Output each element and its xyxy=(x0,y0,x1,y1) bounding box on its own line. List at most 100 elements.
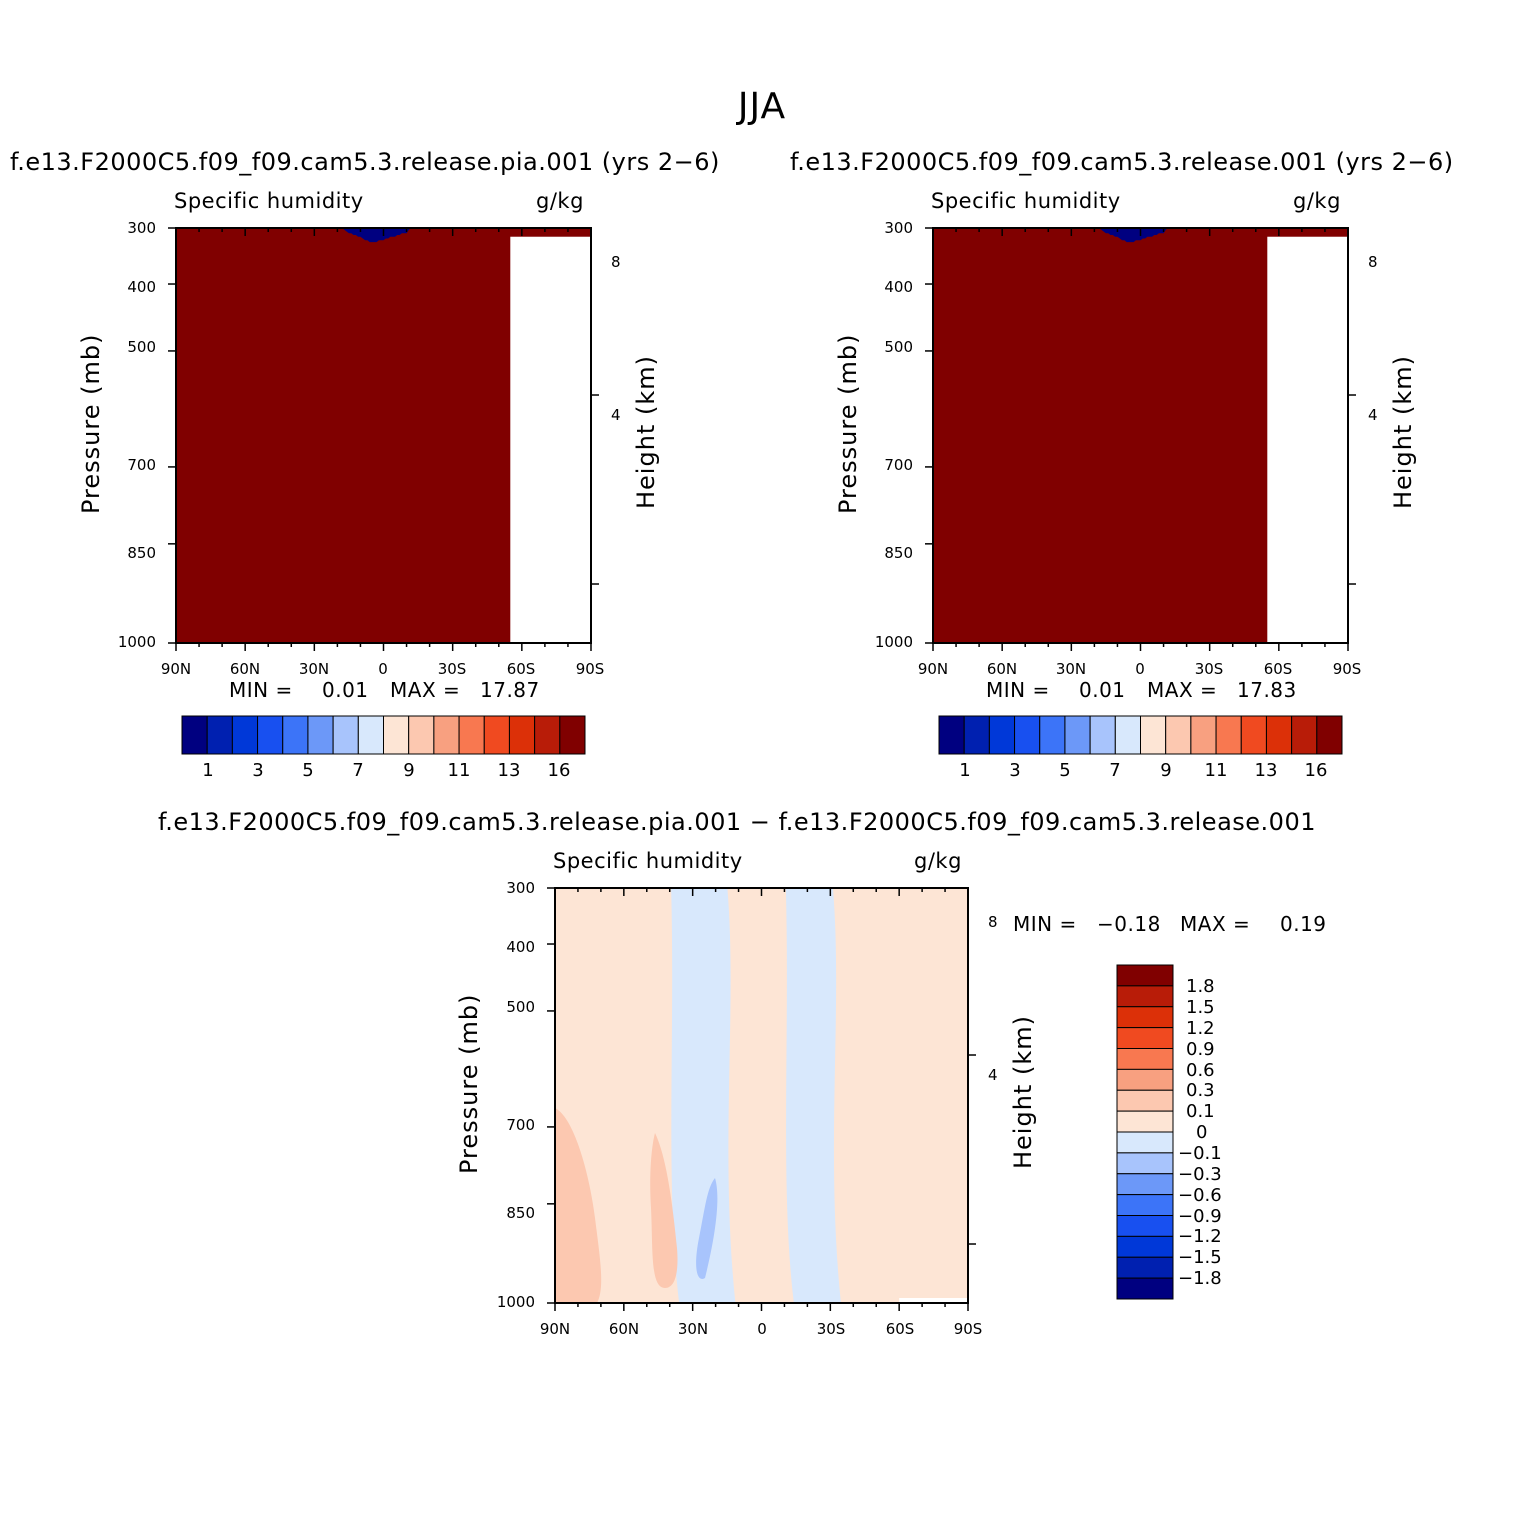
colorbar-swatch xyxy=(1116,1048,1174,1070)
colorbar-label: −1.2 xyxy=(1178,1226,1222,1247)
height-tick: 8 xyxy=(611,253,621,271)
x-tick: 0 xyxy=(1135,660,1145,678)
panel-3-title: f.e13.F2000C5.f09_f09.cam5.3.release.pia… xyxy=(158,808,1316,836)
colorbar-swatch xyxy=(1316,715,1343,755)
missing-data xyxy=(1267,236,1348,643)
colorbar-swatch xyxy=(1116,1152,1174,1175)
colorbar-swatch xyxy=(257,715,284,755)
contour-band xyxy=(650,1133,678,1288)
x-tick: 60N xyxy=(608,1320,640,1338)
colorbar-swatch xyxy=(1116,1131,1174,1154)
contour-band xyxy=(671,888,736,1303)
panel-3-colorbar xyxy=(1116,964,1174,1300)
colorbar-label: 3 xyxy=(252,760,264,781)
colorbar-swatch xyxy=(1116,1235,1174,1258)
panel-1-variable-label: Specific humidity xyxy=(174,189,364,213)
colorbar-label: −0.9 xyxy=(1178,1206,1222,1227)
colorbar-swatch xyxy=(1116,1006,1174,1029)
colorbar-label: 16 xyxy=(1304,760,1328,781)
colorbar-swatch xyxy=(559,715,586,755)
panel-1-min-label: MIN = xyxy=(229,678,293,702)
y-tick: 850 xyxy=(884,544,913,562)
colorbar-label: 0.1 xyxy=(1186,1101,1215,1122)
colorbar-swatch xyxy=(408,715,435,755)
colorbar-swatch xyxy=(1116,1215,1174,1237)
colorbar-swatch xyxy=(508,715,536,755)
colorbar-label: −0.6 xyxy=(1178,1185,1222,1206)
x-tick: 90S xyxy=(575,660,605,678)
colorbar-swatch xyxy=(1215,715,1242,755)
panel-2-title: f.e13.F2000C5.f09_f09.cam5.3.release.001… xyxy=(790,148,1454,176)
x-tick: 90N xyxy=(539,1320,571,1338)
x-tick: 30S xyxy=(816,1320,846,1338)
colorbar-label: −0.1 xyxy=(1178,1143,1222,1164)
colorbar-label: 13 xyxy=(1254,760,1278,781)
colorbar-swatch xyxy=(282,715,309,755)
colorbar-swatch xyxy=(1014,715,1041,755)
colorbar-swatch xyxy=(1116,1277,1174,1300)
colorbar-label: 5 xyxy=(1059,760,1071,781)
height-tick: 8 xyxy=(1368,253,1378,271)
colorbar-swatch xyxy=(206,715,233,755)
x-tick: 90N xyxy=(160,660,192,678)
panel-1-frame xyxy=(175,227,592,644)
colorbar-label: 1 xyxy=(202,760,214,781)
colorbar-swatch xyxy=(1116,1194,1174,1216)
colorbar-swatch xyxy=(1116,1027,1174,1049)
colorbar-label: 1.2 xyxy=(1186,1018,1215,1039)
x-tick: 30N xyxy=(1055,660,1087,678)
x-tick: 30N xyxy=(677,1320,709,1338)
colorbar-label: 7 xyxy=(1109,760,1121,781)
panel-1-colorbar xyxy=(181,715,586,755)
x-tick: 60S xyxy=(506,660,536,678)
panel-3-y2-axis-label: Height (km) xyxy=(1009,1015,1037,1169)
colorbar-swatch xyxy=(1165,715,1192,755)
x-tick: 60N xyxy=(229,660,261,678)
y-tick: 1000 xyxy=(496,1293,535,1311)
y-tick: 850 xyxy=(506,1204,535,1222)
colorbar-swatch xyxy=(1116,985,1174,1008)
colorbar-swatch xyxy=(1114,715,1141,755)
colorbar-label: 11 xyxy=(1204,760,1228,781)
panel-3-max-label: MAX = xyxy=(1180,912,1251,936)
y-tick: 300 xyxy=(884,219,913,237)
height-tick: 8 xyxy=(988,913,998,931)
x-tick: 0 xyxy=(757,1320,767,1338)
contour-band xyxy=(176,228,591,643)
colorbar-swatch xyxy=(483,715,510,755)
x-tick: 30S xyxy=(1194,660,1224,678)
colorbar-label: 1.8 xyxy=(1186,976,1215,997)
x-tick: 90S xyxy=(953,1320,983,1338)
contour-band xyxy=(785,888,841,1303)
colorbar-swatch xyxy=(433,715,460,755)
x-tick: 90S xyxy=(1332,660,1362,678)
y-tick: 400 xyxy=(506,938,535,956)
panel-2-frame xyxy=(932,227,1349,644)
colorbar-label: −0.3 xyxy=(1178,1164,1222,1185)
colorbar-swatch xyxy=(307,715,334,755)
y-tick: 700 xyxy=(884,456,913,474)
colorbar-label: −1.8 xyxy=(1178,1268,1222,1289)
colorbar-swatch xyxy=(963,715,990,755)
x-tick: 30S xyxy=(437,660,467,678)
colorbar-label: 16 xyxy=(547,760,571,781)
colorbar-swatch xyxy=(1140,715,1167,755)
y-tick: 400 xyxy=(127,278,156,296)
colorbar-label: 0.3 xyxy=(1186,1080,1215,1101)
panel-3-y-axis-label: Pressure (mb) xyxy=(455,993,483,1174)
height-tick: 4 xyxy=(1368,406,1378,424)
colorbar-label: −1.5 xyxy=(1178,1247,1222,1268)
colorbar-label: 1.5 xyxy=(1186,997,1215,1018)
colorbar-swatch xyxy=(988,715,1016,755)
panel-1-y2-axis-label: Height (km) xyxy=(632,355,660,509)
y-tick: 700 xyxy=(127,456,156,474)
panel-2-max-label: MAX = xyxy=(1147,678,1218,702)
y-tick: 1000 xyxy=(874,633,913,651)
y-tick: 850 xyxy=(127,544,156,562)
colorbar-swatch xyxy=(1116,1173,1174,1196)
panel-2-y2-axis-label: Height (km) xyxy=(1389,355,1417,509)
x-tick: 60N xyxy=(986,660,1018,678)
y-tick: 500 xyxy=(506,998,535,1016)
colorbar-swatch xyxy=(1039,715,1066,755)
panel-3-units-label: g/kg xyxy=(914,849,962,873)
